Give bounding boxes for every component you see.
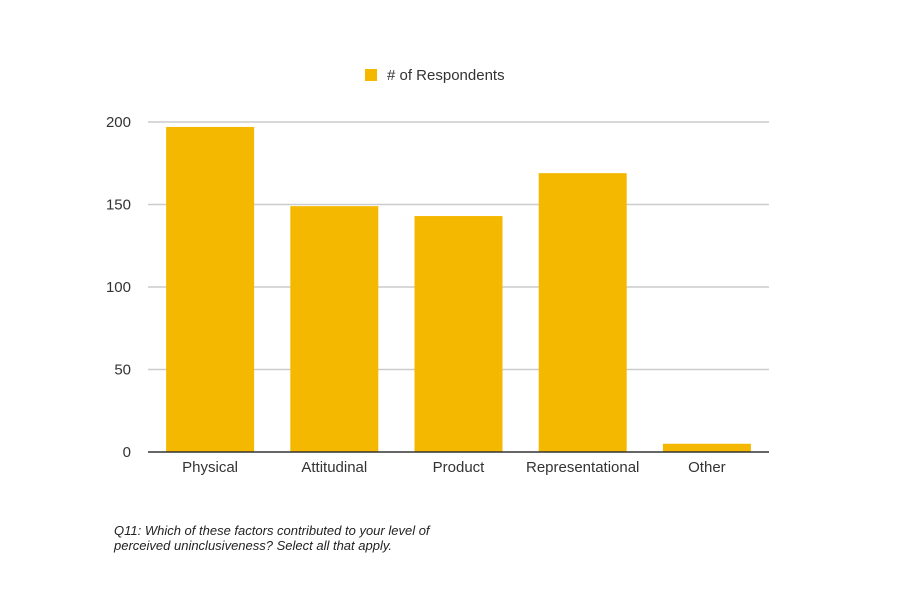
- bar: [662, 443, 751, 452]
- caption-line-1: Q11: Which of these factors contributed …: [114, 523, 430, 538]
- y-tick-label: 200: [106, 114, 131, 131]
- y-tick-label: 100: [106, 279, 131, 296]
- x-tick-label: Physical: [182, 459, 238, 476]
- x-tick-label: Product: [433, 459, 486, 476]
- legend-swatch: [365, 69, 377, 81]
- x-tick-label: Representational: [526, 459, 639, 476]
- bar: [414, 216, 503, 452]
- legend-label: # of Respondents: [387, 66, 505, 84]
- bar: [538, 173, 627, 452]
- x-tick-label: Other: [688, 459, 726, 476]
- chart-caption: Q11: Which of these factors contributed …: [114, 523, 494, 553]
- x-tick-label: Attitudinal: [301, 459, 367, 476]
- y-tick-label: 50: [114, 362, 131, 379]
- bar: [290, 206, 379, 452]
- y-tick-label: 0: [123, 444, 131, 461]
- caption-line-2: perceived uninclusiveness? Select all th…: [114, 538, 392, 553]
- y-tick-label: 150: [106, 197, 131, 214]
- bar: [166, 126, 255, 452]
- chart-legend: # of Respondents: [365, 66, 505, 84]
